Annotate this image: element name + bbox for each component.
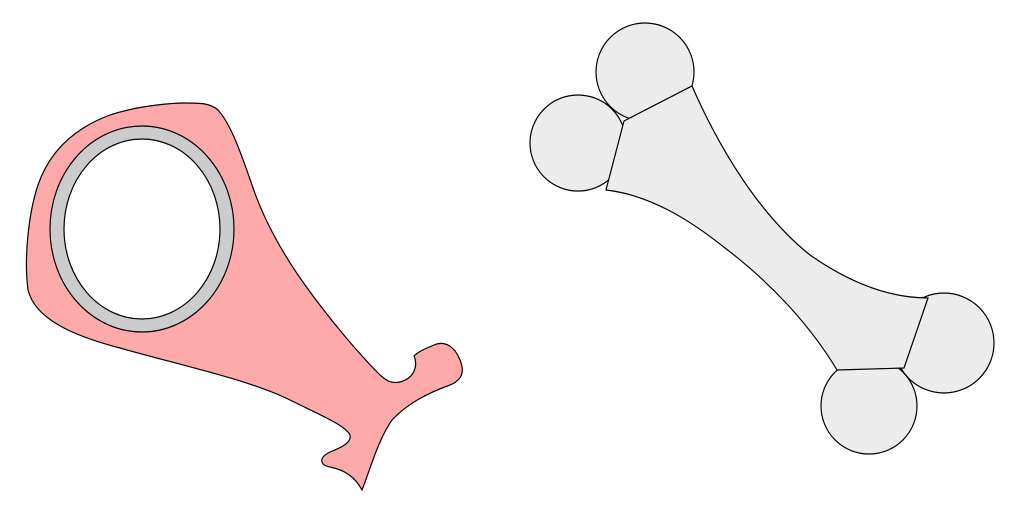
bone-icon <box>529 22 995 455</box>
bone-hole <box>63 138 221 320</box>
bone-knob-bottom-left <box>820 357 918 455</box>
bone-seam <box>605 120 625 191</box>
bone-seam <box>903 297 929 369</box>
bone-seam <box>836 367 905 371</box>
ham-leg-icon <box>25 102 463 492</box>
bone-seam <box>623 85 693 122</box>
